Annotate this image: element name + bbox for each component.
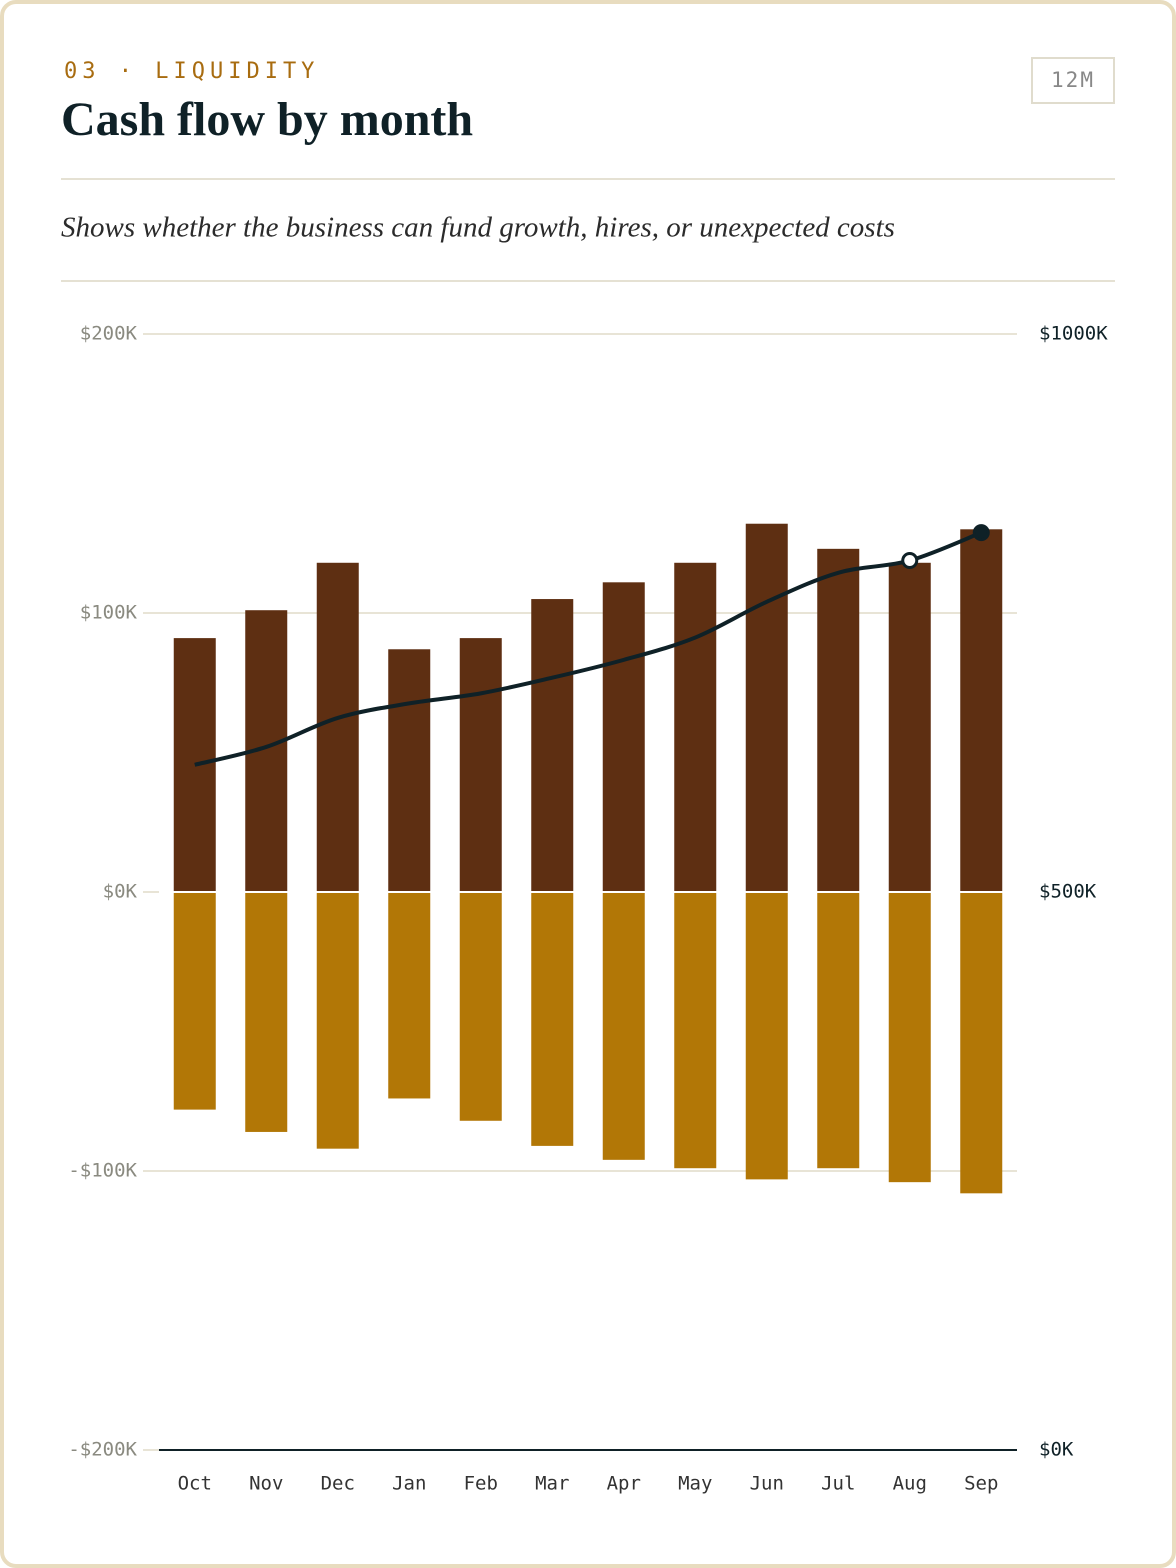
y-tick-label: $200K [80, 323, 138, 345]
bar [459, 892, 502, 1121]
bar [674, 892, 717, 1169]
x-tick-label: Apr [607, 1473, 641, 1495]
eyebrow: 03 · LIQUIDITY [64, 59, 319, 84]
y-tick-label: $0K [103, 881, 138, 903]
x-tick-label: Jul [821, 1473, 855, 1495]
bar [316, 562, 359, 892]
line-point [972, 524, 990, 542]
x-tick-label: Aug [893, 1473, 927, 1495]
bar [674, 562, 717, 892]
x-tick-label: Nov [249, 1473, 283, 1495]
bar [817, 892, 860, 1169]
x-tick-label: May [678, 1473, 712, 1495]
chart-title: Cash flow by month [61, 93, 473, 146]
line [194, 530, 982, 767]
bar [602, 892, 645, 1160]
x-tick-label: Sep [964, 1473, 998, 1495]
bar [817, 548, 860, 892]
bar [316, 892, 359, 1149]
bar [173, 638, 216, 892]
subtitle: Shows whether the business can fund grow… [61, 212, 895, 244]
bar [173, 892, 216, 1110]
bar [531, 599, 574, 892]
bar [245, 892, 288, 1132]
y2-tick-label: $0K [1039, 1439, 1074, 1461]
bar [388, 892, 431, 1099]
bar [960, 892, 1003, 1194]
bar [745, 892, 788, 1180]
bar [459, 638, 502, 892]
x-tick-label: Feb [464, 1473, 498, 1495]
bar [888, 562, 931, 892]
badge-label[interactable]: 12M [1051, 68, 1095, 92]
badge[interactable] [1031, 57, 1115, 104]
x-tick-label: Mar [535, 1473, 569, 1495]
bar [888, 892, 931, 1183]
x-tick-label: Jan [392, 1473, 426, 1495]
bar [531, 892, 574, 1146]
y-tick-label: -$100K [68, 1160, 137, 1182]
x-tick-label: Dec [321, 1473, 355, 1495]
bar [388, 649, 431, 892]
x-tick-label: Oct [178, 1473, 212, 1495]
bar [960, 529, 1003, 892]
x-tick-label: Jun [750, 1473, 784, 1495]
line-point [901, 552, 919, 570]
bar [602, 582, 645, 892]
bar [745, 523, 788, 892]
y2-tick-label: $500K [1039, 881, 1097, 903]
y-tick-label: $100K [80, 602, 138, 624]
y2-tick-label: $1000K [1039, 323, 1108, 345]
y-tick-label: -$200K [68, 1439, 137, 1461]
